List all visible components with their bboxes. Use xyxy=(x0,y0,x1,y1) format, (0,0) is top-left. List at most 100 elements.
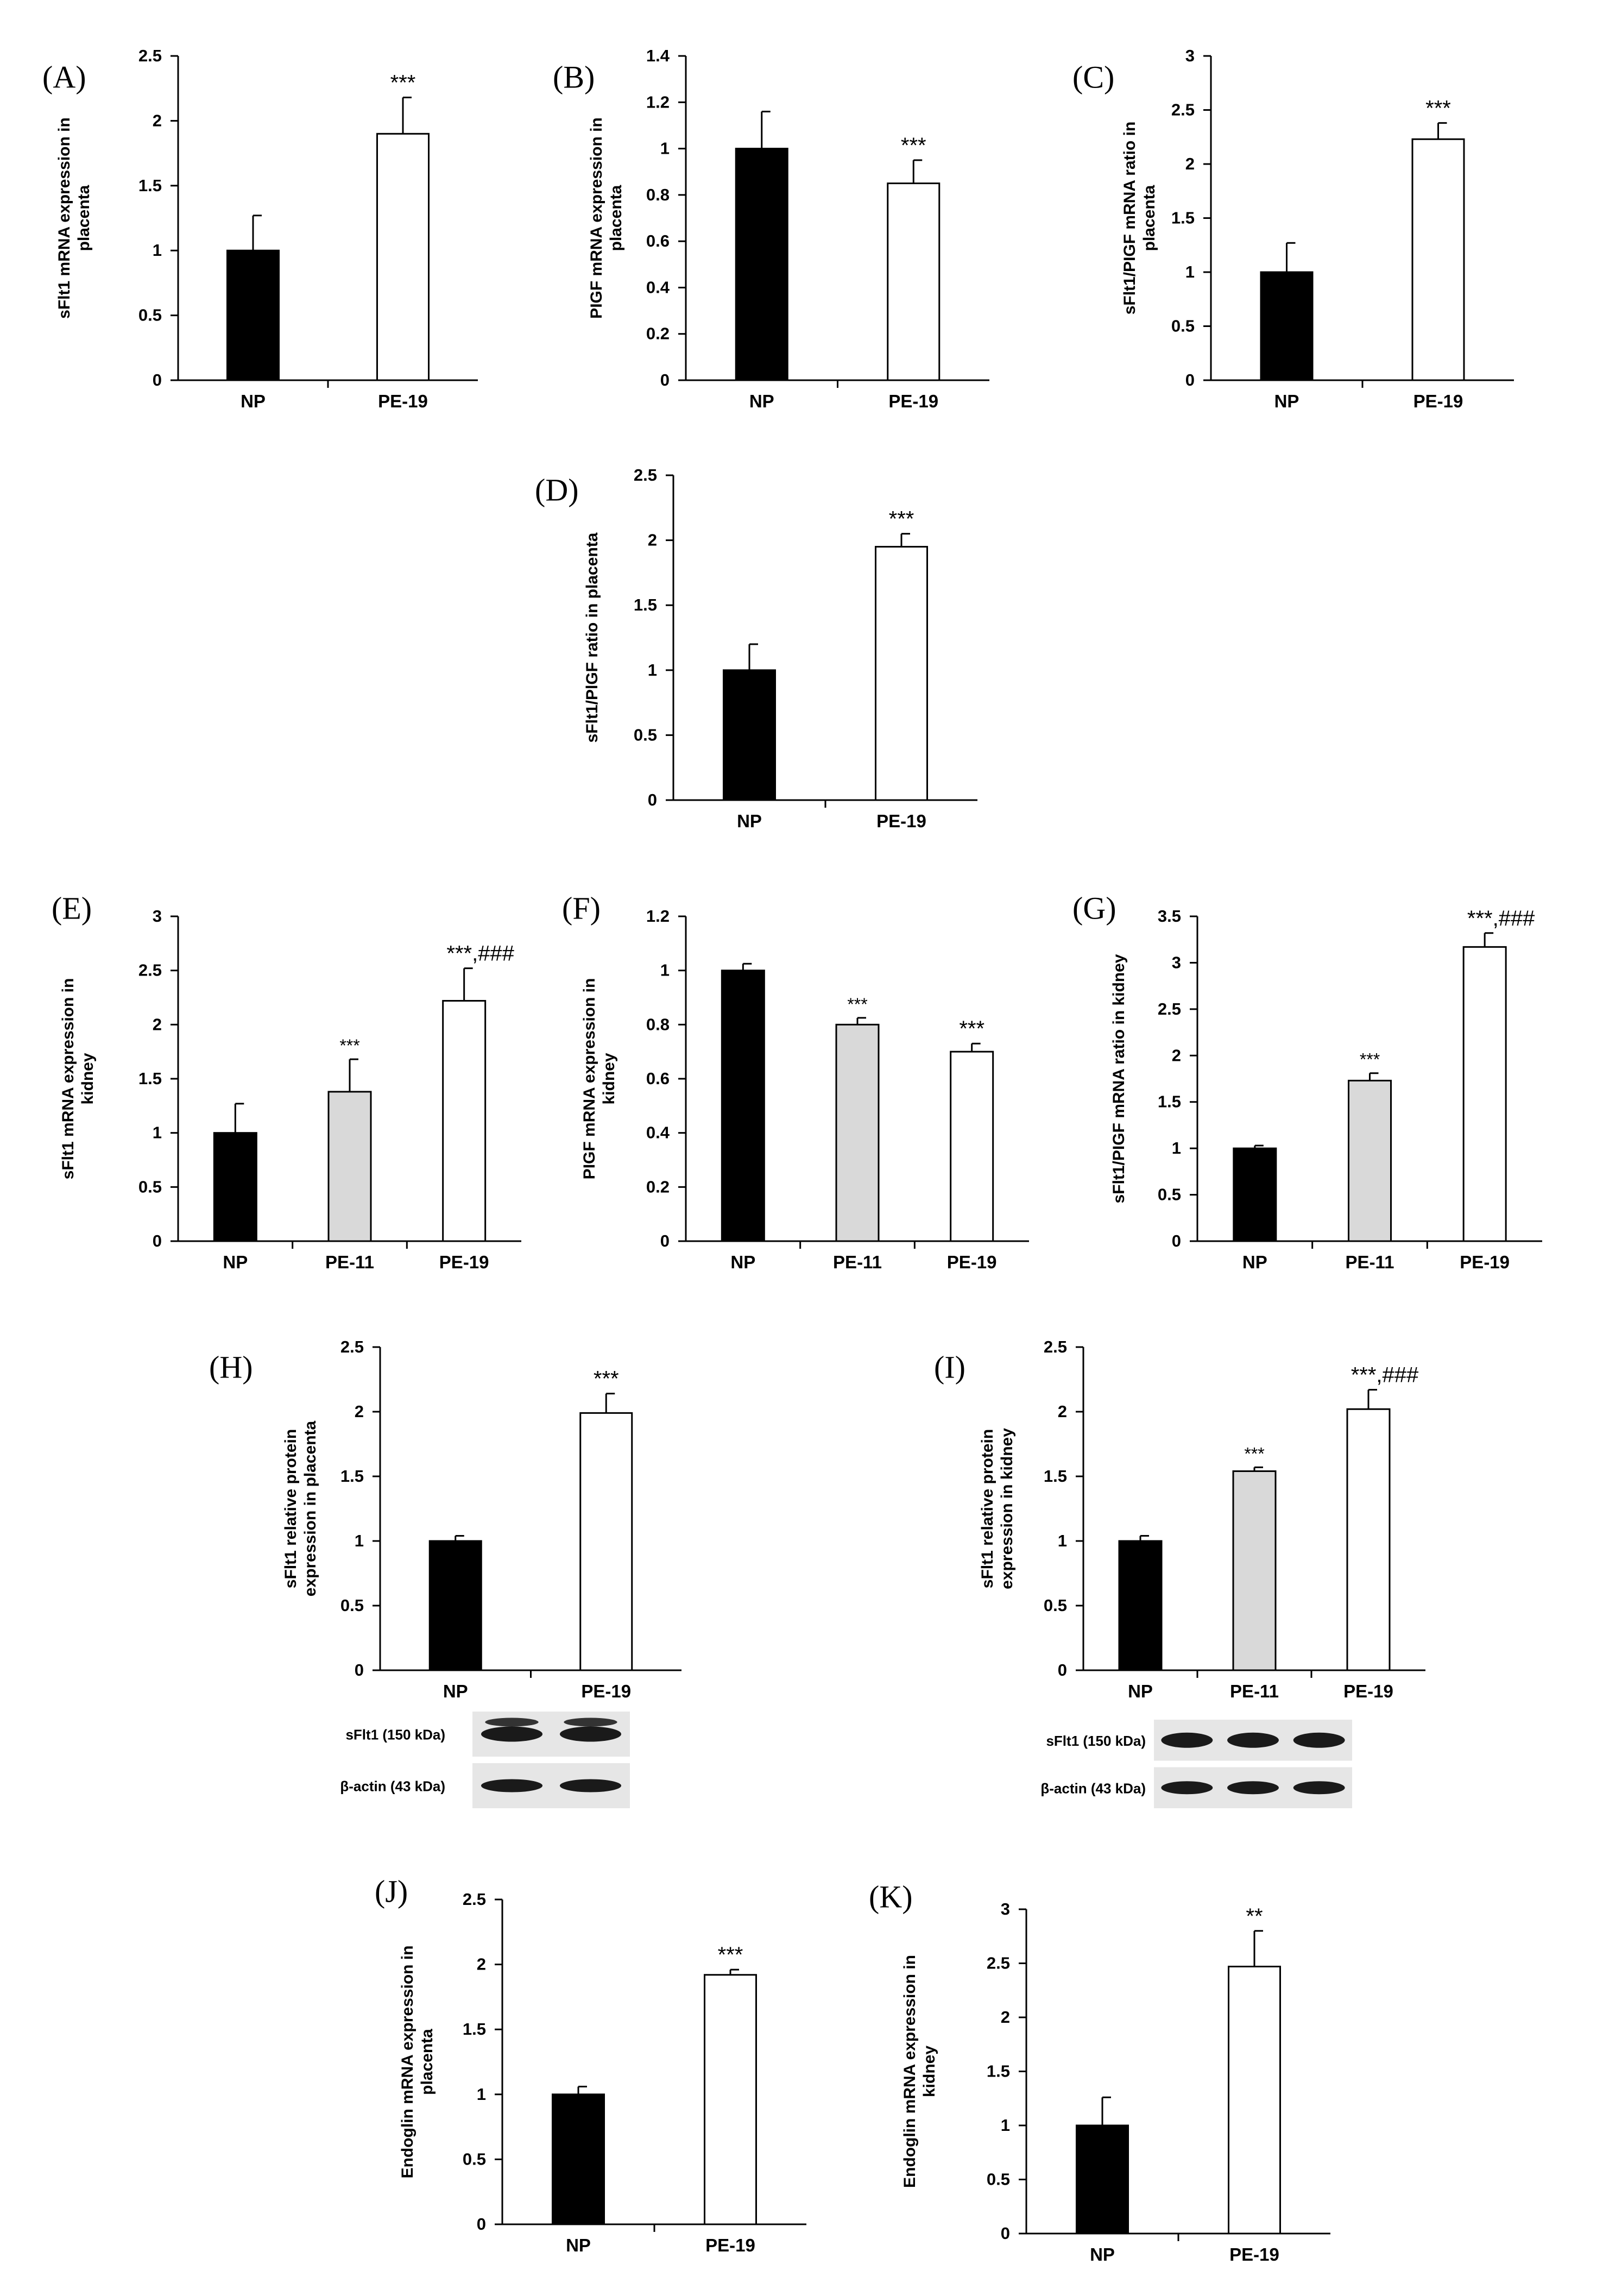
y-tick-label: 0 xyxy=(660,370,670,389)
x-tick-label: NP xyxy=(1090,2244,1115,2264)
y-axis-label-line: Endoglin mRNA expression in xyxy=(399,1946,416,2179)
y-tick-label: 1.5 xyxy=(138,1069,162,1088)
blot-band xyxy=(1227,1732,1279,1748)
y-tick-label: 0.5 xyxy=(463,2149,486,2168)
y-tick-label: 1 xyxy=(660,139,670,158)
panel-h: (H) sFlt1 relative protein expression in p… xyxy=(209,1337,681,1808)
y-tick-label: 2.5 xyxy=(1158,999,1181,1018)
y-tick-label: 0.5 xyxy=(1171,317,1195,336)
x-tick-label: PE-19 xyxy=(1413,391,1463,411)
y-axis-label-line: kidney xyxy=(920,2046,938,2097)
y-tick-label: 0 xyxy=(648,790,657,809)
bar-pe-19 xyxy=(376,133,430,381)
y-tick-label: 2.5 xyxy=(1044,1337,1067,1356)
y-tick-label: 3 xyxy=(1172,953,1181,972)
x-tick-label: PE-19 xyxy=(876,811,926,831)
significance-annotation: *** xyxy=(1244,1444,1264,1463)
bar-pe-11 xyxy=(327,1091,372,1242)
y-tick-label: 3 xyxy=(1001,1899,1010,1918)
x-tick-label: NP xyxy=(566,2235,591,2255)
y-tick-label: 1 xyxy=(660,961,670,980)
y-axis-label-line: sFlt1/PlGF ratio in placenta xyxy=(583,532,601,743)
bar-np xyxy=(552,2093,605,2225)
blot-band xyxy=(1161,1781,1213,1795)
bar-pe-11 xyxy=(835,1023,880,1242)
y-tick-label: 0.5 xyxy=(138,1177,162,1196)
y-axis-label: sFlt1/PlGF ratio in placenta xyxy=(583,532,601,743)
x-tick-label: NP xyxy=(443,1681,468,1701)
y-axis-label-line: expression in placenta xyxy=(301,1420,319,1596)
x-tick-label: NP xyxy=(749,391,774,411)
y-axis-label: PIGF mRNA expression in kidney xyxy=(580,978,618,1180)
y-tick-label: 3.5 xyxy=(1158,907,1181,926)
panel-label: (B) xyxy=(553,60,595,95)
bar-pe-19 xyxy=(875,546,928,801)
y-tick-label: 0.4 xyxy=(646,1123,670,1142)
panel-i: (I) sFlt1 relative protein expression in k… xyxy=(934,1337,1425,1808)
panel-f: (F) PIGF mRNA expression in kidney 0 0.2 0.4 0… xyxy=(562,891,1029,1272)
y-axis-label-line: sFlt1 mRNA expression in xyxy=(59,978,77,1180)
panel-label: (K) xyxy=(869,1879,913,1915)
y-tick-label: 2 xyxy=(153,111,162,130)
panel-label: (F) xyxy=(562,891,601,926)
blot-band xyxy=(1293,1781,1345,1795)
bar-pe-19 xyxy=(1346,1408,1391,1671)
blot-label: β-actin (43 kDa) xyxy=(340,1778,445,1795)
y-tick-label: 1.5 xyxy=(1158,1092,1181,1111)
y-tick-label: 2.5 xyxy=(138,961,162,980)
x-tick-label: PE-19 xyxy=(947,1252,997,1272)
y-tick-label: 1 xyxy=(355,1531,364,1550)
y-axis-label-line: expression in kidney xyxy=(998,1428,1016,1589)
bar-np xyxy=(723,669,776,801)
y-tick-label: 2.5 xyxy=(463,1890,486,1909)
significance-annotation: *** xyxy=(718,1943,743,1967)
y-axis-label-line: placenta xyxy=(418,2029,436,2095)
y-tick-label: 2.5 xyxy=(634,466,657,485)
y-axis-label-line: sFlt1/PIGF mRNA ratio in xyxy=(1121,122,1139,315)
y-tick-label: 1 xyxy=(153,1123,162,1142)
x-tick-label: PE-19 xyxy=(705,2235,755,2255)
bar-pe-19 xyxy=(579,1412,633,1671)
y-tick-label: 1 xyxy=(153,241,162,260)
bar-np xyxy=(1118,1540,1163,1671)
y-tick-label: 2 xyxy=(1185,154,1195,173)
y-tick-label: 3 xyxy=(1185,46,1195,65)
x-tick-label: PE-19 xyxy=(378,391,428,411)
bar-pe-19 xyxy=(1462,946,1507,1242)
y-tick-label: 2 xyxy=(1001,2008,1010,2027)
y-axis-label: Endoglin mRNA expression in kidney xyxy=(901,1955,938,2188)
y-tick-label: 0 xyxy=(355,1660,364,1679)
y-tick-label: 1.5 xyxy=(634,595,657,614)
bar-np xyxy=(721,970,765,1242)
bar-pe-19 xyxy=(1411,138,1465,381)
panel-label: (D) xyxy=(535,473,579,508)
significance-annotation: *** xyxy=(889,507,914,531)
x-tick-label: PE-19 xyxy=(888,391,938,411)
y-tick-label: 0 xyxy=(660,1231,670,1250)
significance-annotation: *** xyxy=(390,71,416,95)
bar-pe-11 xyxy=(1232,1470,1277,1671)
significance-annotation: *** xyxy=(901,134,926,158)
y-tick-label: 2 xyxy=(477,1955,486,1974)
blot-band xyxy=(559,1726,622,1742)
blot-band xyxy=(1161,1732,1213,1748)
y-tick-label: 1.5 xyxy=(1171,209,1195,228)
y-axis-label: sFlt1 relative protein expression in kidn… xyxy=(979,1428,1016,1589)
y-tick-label: 0 xyxy=(1058,1660,1067,1679)
significance-annotation: *** xyxy=(594,1367,619,1391)
blot-label: sFlt1 (150 kDa) xyxy=(1046,1733,1146,1749)
y-axis-label-line: PIGF mRNA expression in xyxy=(588,117,605,319)
y-axis-label: sFlt1 mRNA expression in kidney xyxy=(59,978,97,1180)
significance-annotation: ***,### xyxy=(1467,907,1535,930)
panel-a: (A) sFlt1 mRNA expression in placenta 0 0.5 1… xyxy=(42,46,478,411)
y-tick-label: 0.6 xyxy=(646,231,670,250)
panel-label: (I) xyxy=(934,1350,965,1385)
blot-band xyxy=(1227,1781,1279,1795)
y-tick-label: 0 xyxy=(477,2215,486,2234)
panel-g: (G) sFlt1/PIGF mRNA ratio in kidney 0 0.5 1 1… xyxy=(1072,891,1542,1272)
x-tick-label: PE-19 xyxy=(1229,2244,1279,2264)
blot-label: β-actin (43 kDa) xyxy=(1040,1780,1146,1796)
x-tick-label: PE-19 xyxy=(439,1252,489,1272)
significance-annotation: *** xyxy=(847,995,867,1014)
y-tick-label: 1 xyxy=(1058,1531,1067,1550)
